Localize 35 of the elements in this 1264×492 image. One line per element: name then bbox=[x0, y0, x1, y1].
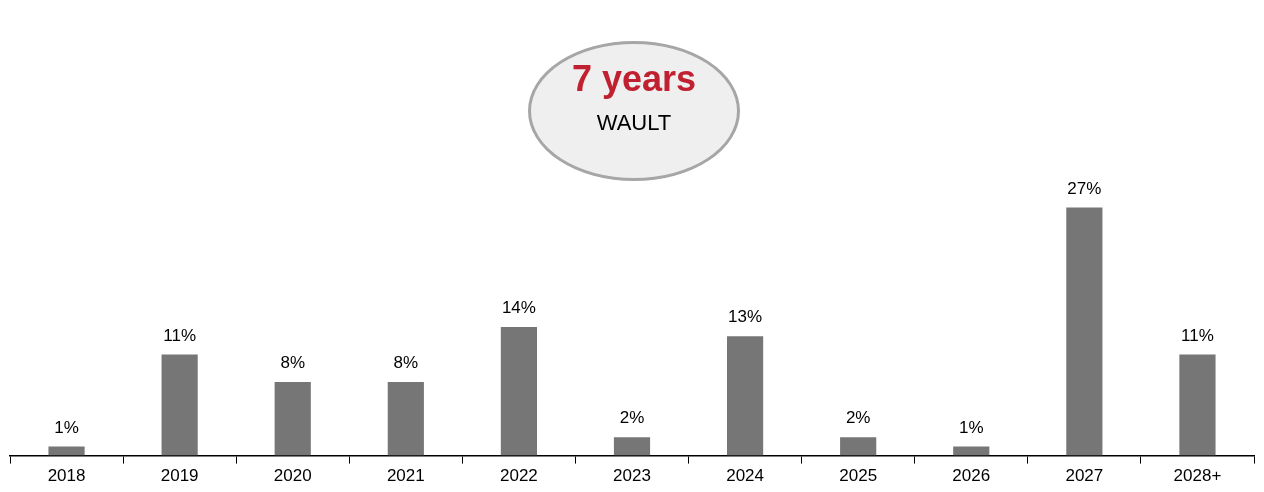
bar bbox=[387, 382, 424, 456]
bar bbox=[48, 446, 85, 456]
data-label: 2% bbox=[619, 408, 645, 428]
bar bbox=[840, 437, 877, 456]
data-label: 14% bbox=[501, 298, 536, 318]
bar bbox=[500, 326, 537, 456]
x-tick-label: 2024 bbox=[726, 466, 764, 486]
bar bbox=[953, 446, 990, 456]
data-label: 1% bbox=[958, 417, 984, 437]
data-label: 11% bbox=[1181, 325, 1214, 345]
data-label: 1% bbox=[54, 417, 79, 437]
data-label: 2% bbox=[845, 408, 871, 428]
bar bbox=[161, 354, 198, 456]
bar bbox=[274, 382, 311, 456]
x-tick-label: 2025 bbox=[839, 466, 878, 486]
bar bbox=[1179, 354, 1216, 456]
bar bbox=[613, 437, 651, 456]
x-tick-label: 2026 bbox=[952, 466, 991, 486]
x-tick-label: 2027 bbox=[1065, 466, 1104, 486]
x-tick-label: 2022 bbox=[500, 466, 538, 486]
x-tick-label: 2028+ bbox=[1173, 466, 1222, 486]
x-tick-label: 2018 bbox=[47, 466, 86, 486]
x-tick-label: 2020 bbox=[273, 466, 312, 486]
x-tick-label: 2023 bbox=[613, 466, 651, 486]
x-tick-label: 2021 bbox=[386, 466, 425, 486]
data-label: 8% bbox=[393, 353, 419, 373]
bar bbox=[727, 336, 764, 456]
data-label: 13% bbox=[728, 307, 763, 327]
data-label: 27% bbox=[1067, 178, 1102, 198]
bar bbox=[1066, 207, 1103, 456]
text: WAULT bbox=[595, 110, 673, 136]
text: 7 years bbox=[570, 58, 698, 100]
x-tick-label: 2019 bbox=[160, 466, 199, 486]
data-label: 11% bbox=[163, 325, 197, 345]
data-label: 8% bbox=[280, 353, 306, 373]
